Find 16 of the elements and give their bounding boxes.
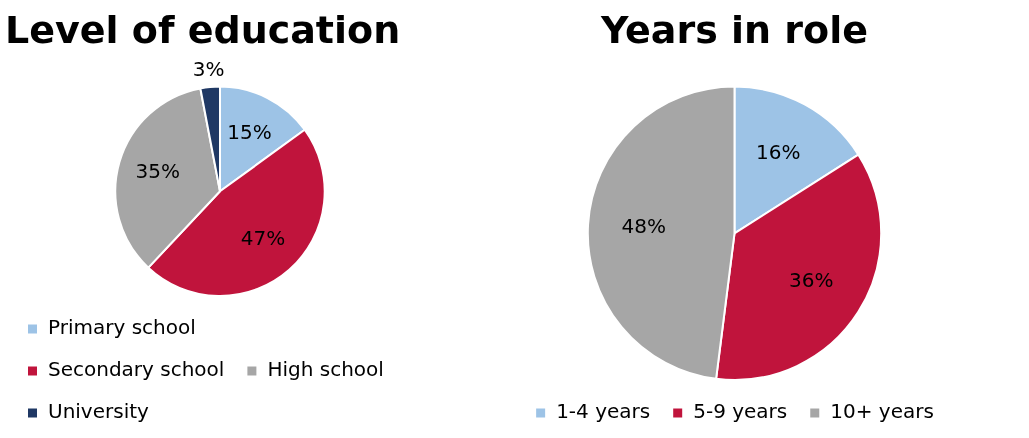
legend-label: High school (267, 357, 384, 382)
data-label: 3% (192, 57, 225, 82)
legend-label: Primary school (48, 315, 196, 340)
data-label: 16% (756, 139, 801, 164)
data-label: 15% (227, 119, 272, 144)
legend-label: 1-4 years (556, 399, 651, 424)
legend-label: University (48, 399, 150, 424)
data-label: 47% (240, 226, 286, 251)
data-label: 35% (135, 159, 180, 184)
data-label: 48% (621, 213, 666, 238)
data-label: 36% (789, 268, 834, 293)
legend-label: Secondary school (48, 357, 225, 382)
chart-title: Level of education (5, 7, 401, 52)
legend-label: 10+ years (830, 399, 934, 424)
chart-title: Years in role (600, 7, 868, 52)
legend-label: 5-9 years (693, 399, 788, 424)
